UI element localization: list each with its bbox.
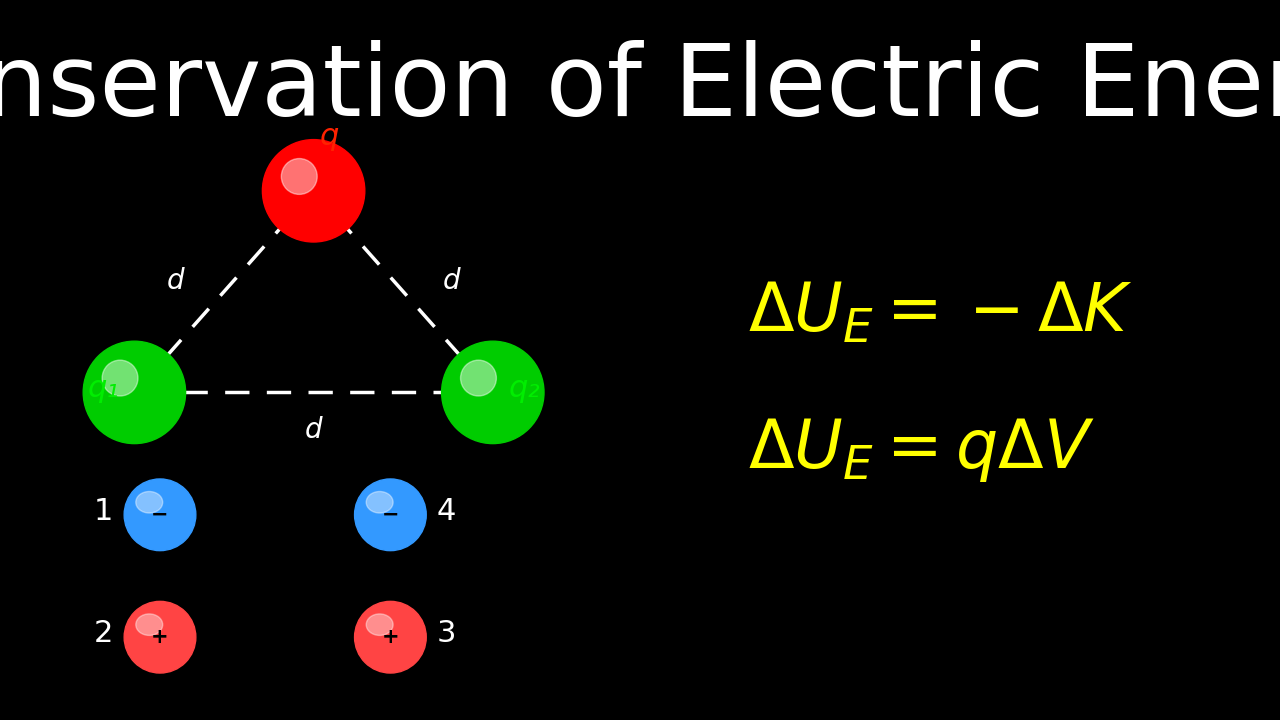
Text: d: d xyxy=(166,267,184,294)
Text: 1: 1 xyxy=(93,497,114,526)
Ellipse shape xyxy=(124,601,196,673)
Text: −: − xyxy=(151,505,169,525)
Ellipse shape xyxy=(282,158,317,194)
Ellipse shape xyxy=(124,479,196,551)
Ellipse shape xyxy=(442,341,544,444)
Text: q₂: q₂ xyxy=(508,374,540,403)
Ellipse shape xyxy=(102,360,138,396)
Text: 3: 3 xyxy=(436,619,457,648)
Ellipse shape xyxy=(355,479,426,551)
Text: q: q xyxy=(320,122,339,151)
Text: q₁: q₁ xyxy=(87,374,119,403)
Text: $\Delta U_E = -\Delta K$: $\Delta U_E = -\Delta K$ xyxy=(749,280,1133,346)
Text: +: + xyxy=(151,627,169,647)
Text: $\Delta U_E = q\Delta V$: $\Delta U_E = q\Delta V$ xyxy=(749,416,1094,484)
Ellipse shape xyxy=(136,492,163,513)
Text: Conservation of Electric Energy: Conservation of Electric Energy xyxy=(0,40,1280,137)
Text: d: d xyxy=(305,416,323,444)
Text: 4: 4 xyxy=(436,497,457,526)
Text: −: − xyxy=(381,505,399,525)
Ellipse shape xyxy=(355,601,426,673)
Text: 2: 2 xyxy=(93,619,114,648)
Ellipse shape xyxy=(461,360,497,396)
Text: d: d xyxy=(443,267,461,294)
Text: +: + xyxy=(381,627,399,647)
Ellipse shape xyxy=(366,614,393,636)
Ellipse shape xyxy=(366,492,393,513)
Ellipse shape xyxy=(262,140,365,242)
Ellipse shape xyxy=(83,341,186,444)
Ellipse shape xyxy=(136,614,163,636)
